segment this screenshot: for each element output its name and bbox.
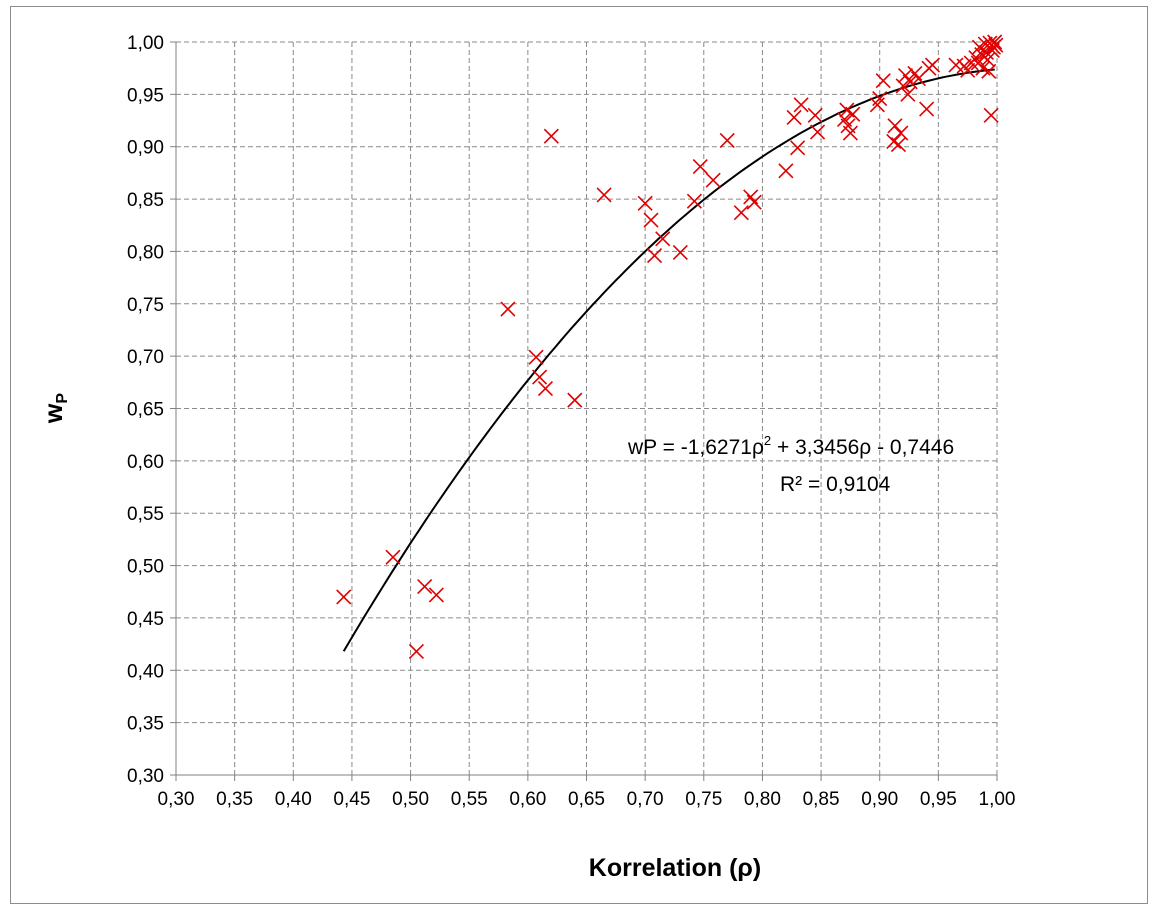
- y-tick-label: 0,85: [127, 190, 164, 211]
- data-point: [983, 107, 999, 123]
- trendline-equation: wP = -1,6271ρ2 + 3,3456ρ - 0,7446: [627, 433, 954, 459]
- y-tick-label: 0,35: [127, 714, 164, 735]
- x-tick-label: 1,00: [979, 789, 1016, 810]
- data-point: [596, 187, 612, 203]
- data-point: [895, 78, 911, 94]
- y-tick-label: 0,40: [127, 661, 164, 682]
- equation-part-2: + 3,3456ρ - 0,7446: [771, 436, 954, 459]
- data-point: [672, 244, 688, 261]
- data-point: [893, 125, 909, 141]
- data-point: [872, 90, 888, 107]
- chart-frame: [10, 6, 1148, 904]
- x-tick-label: 0,45: [333, 789, 370, 810]
- data-point: [655, 231, 671, 247]
- data-point: [887, 118, 903, 134]
- x-tick-label: 0,65: [568, 789, 605, 810]
- data-point: [428, 587, 444, 603]
- data-point: [875, 73, 891, 89]
- data-point: [417, 578, 433, 595]
- y-tick-label: 0,90: [127, 138, 164, 159]
- data-point: [643, 212, 659, 228]
- x-tick-label: 0,90: [861, 789, 898, 810]
- y-axis-title: wP: [40, 393, 71, 424]
- grid-lines: [176, 41, 998, 775]
- x-tick-label: 0,50: [392, 789, 429, 810]
- data-point: [686, 193, 702, 209]
- axes: [170, 41, 998, 781]
- y-axis-title-subscript: P: [54, 393, 71, 404]
- data-point: [385, 549, 401, 565]
- y-tick-label: 0,70: [127, 347, 164, 368]
- x-tick-label: 0,40: [275, 789, 312, 810]
- data-points: [336, 34, 1004, 660]
- y-tick-label: 0,95: [127, 85, 164, 106]
- x-axis-title: Korrelation (ρ): [589, 854, 761, 882]
- data-point: [637, 195, 653, 211]
- data-point: [543, 128, 559, 144]
- data-point: [646, 248, 663, 264]
- x-tick-label: 0,95: [920, 789, 957, 810]
- equation-part-1: wP = -1,6271ρ: [627, 436, 764, 459]
- data-point: [793, 97, 809, 113]
- data-point: [532, 369, 548, 385]
- y-tick-label: 1,00: [127, 33, 164, 54]
- data-point: [336, 589, 352, 605]
- data-point: [886, 133, 902, 150]
- data-point: [960, 62, 976, 78]
- data-point: [528, 349, 544, 365]
- data-point: [902, 74, 918, 90]
- data-point: [845, 106, 861, 122]
- data-point: [987, 34, 1003, 50]
- data-point: [919, 101, 935, 117]
- y-tick-label: 0,80: [127, 242, 164, 263]
- y-tick-label: 0,60: [127, 452, 164, 473]
- x-tick-label: 0,60: [509, 789, 546, 810]
- x-tick-label: 0,55: [451, 789, 488, 810]
- x-tick-label: 0,80: [744, 789, 781, 810]
- data-point: [900, 86, 916, 102]
- y-tick-labels: 0,30 0,35 0,40 0,45 0,50 0,55 0,60 0,65 0,70 0,75…: [127, 33, 164, 787]
- data-point: [567, 392, 583, 408]
- x-tick-label: 0,75: [685, 789, 722, 810]
- y-tick-label: 0,65: [127, 400, 164, 421]
- data-point: [500, 301, 516, 317]
- data-point: [790, 140, 806, 156]
- y-axis-title-main: w: [40, 403, 68, 424]
- y-tick-label: 0,50: [127, 557, 164, 578]
- data-point: [778, 163, 794, 179]
- data-point: [981, 63, 997, 79]
- data-point: [408, 643, 425, 660]
- data-point: [705, 172, 721, 188]
- y-tick-label: 0,75: [127, 295, 164, 316]
- data-point: [719, 132, 735, 148]
- data-point: [809, 124, 826, 140]
- equation-exponent: 2: [764, 433, 771, 448]
- data-point: [897, 67, 914, 84]
- data-point: [786, 109, 802, 125]
- trendline: [342, 68, 995, 652]
- data-point: [807, 107, 823, 123]
- data-point: [842, 125, 858, 141]
- y-tick-label: 0,55: [127, 504, 164, 525]
- data-point: [924, 57, 941, 73]
- x-tick-label: 0,85: [803, 789, 840, 810]
- data-point: [537, 381, 554, 397]
- x-tick-label: 0,35: [216, 789, 253, 810]
- data-point: [746, 194, 762, 210]
- data-point: [692, 159, 708, 175]
- x-tick-label: 0,30: [158, 789, 195, 810]
- x-tick-labels: 0,30 0,35 0,40 0,45 0,50 0,55 0,60 0,65 0,70 0,75…: [158, 789, 1016, 810]
- data-point: [988, 37, 1004, 53]
- y-tick-label: 0,30: [127, 766, 164, 787]
- r-squared-label: R² = 0,9104: [780, 473, 891, 496]
- data-point: [733, 205, 749, 221]
- y-tick-label: 0,45: [127, 609, 164, 630]
- x-tick-label: 0,70: [627, 789, 664, 810]
